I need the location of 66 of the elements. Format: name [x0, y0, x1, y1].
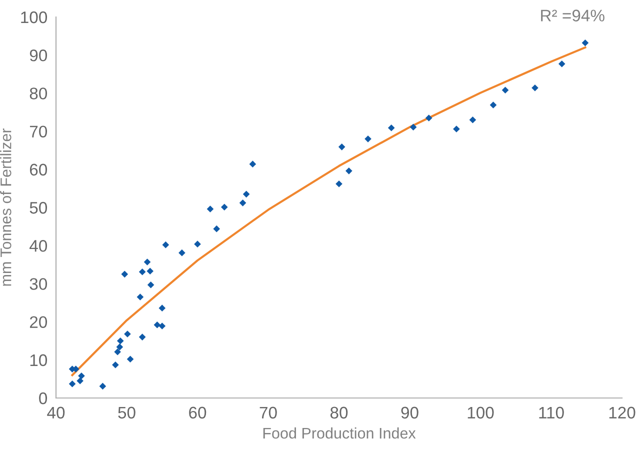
point [124, 330, 131, 338]
point [242, 190, 250, 198]
point [425, 114, 432, 122]
y-tick-label: 40 [30, 240, 48, 252]
y-tick-label: 30 [30, 278, 48, 290]
annotation: R² =94% [541, 10, 604, 22]
x-tick-label: 100 [468, 406, 494, 419]
point [364, 136, 372, 142]
y-tick-label: 80 [30, 88, 48, 100]
y-tick-label: 100 [21, 11, 48, 24]
point [213, 225, 220, 232]
y-tick-label: 0 [39, 392, 48, 404]
point [162, 241, 170, 248]
point [158, 304, 166, 312]
x-axis-title: Food Production Index [263, 427, 416, 439]
point [346, 168, 352, 174]
point [239, 200, 246, 206]
point [121, 270, 128, 278]
point [388, 124, 395, 132]
point [136, 294, 144, 300]
x-tick-label: 90 [401, 406, 418, 419]
point [144, 258, 151, 266]
point [502, 86, 509, 94]
point [138, 334, 146, 340]
point [158, 322, 166, 330]
point [582, 40, 589, 46]
y-tick-label: 70 [30, 126, 48, 138]
y-tick-label: 20 [30, 316, 48, 328]
point [194, 240, 201, 248]
point [154, 321, 161, 328]
point [146, 268, 154, 275]
x-tick-label: 70 [260, 406, 277, 419]
point [336, 180, 342, 188]
point [338, 144, 346, 150]
point [126, 356, 134, 363]
point [249, 160, 256, 168]
point [114, 348, 121, 356]
point [490, 102, 497, 108]
point [68, 380, 76, 388]
y-tick-label: 10 [30, 354, 48, 366]
point [147, 281, 154, 288]
point [206, 206, 214, 212]
point [178, 249, 186, 256]
point [138, 268, 146, 276]
point [469, 116, 476, 124]
x-tick-label: 110 [539, 406, 564, 419]
point [558, 60, 566, 68]
point [78, 372, 85, 380]
y-axis-title: mm Tonnes of Fertilizer [0, 128, 12, 286]
point [116, 344, 124, 350]
y-tick-label: 60 [30, 164, 48, 176]
point [116, 337, 124, 344]
y-tick-label: 50 [30, 202, 48, 214]
y-tick-label: 90 [30, 50, 48, 62]
point [220, 204, 228, 211]
point [112, 361, 119, 368]
point [99, 382, 106, 390]
x-tick-label: 50 [118, 406, 136, 419]
x-tick-label: 40 [47, 406, 65, 419]
point [410, 124, 417, 131]
point [76, 377, 84, 384]
x-tick-label: 80 [330, 406, 348, 419]
point [453, 126, 460, 132]
x-tick-label: 60 [189, 406, 206, 419]
point [532, 84, 538, 92]
x-tick-label: 120 [609, 406, 636, 419]
